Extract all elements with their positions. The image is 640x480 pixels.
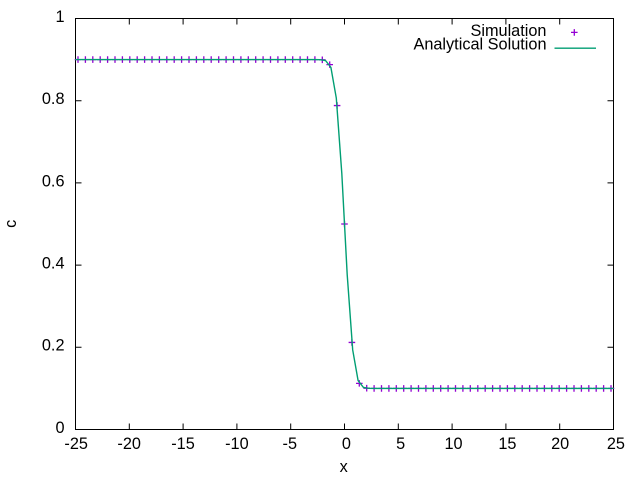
- svg-text:c: c: [2, 220, 20, 228]
- svg-text:15: 15: [498, 435, 516, 453]
- svg-text:-10: -10: [225, 435, 249, 453]
- svg-text:1: 1: [55, 8, 64, 26]
- svg-text:-15: -15: [171, 435, 195, 453]
- svg-text:10: 10: [444, 435, 462, 453]
- svg-text:20: 20: [551, 435, 569, 453]
- svg-text:Simulation: Simulation: [470, 22, 546, 40]
- svg-text:0.4: 0.4: [42, 255, 65, 273]
- svg-text:0.2: 0.2: [42, 337, 65, 355]
- svg-text:0.8: 0.8: [42, 90, 65, 108]
- svg-text:0.6: 0.6: [42, 172, 65, 190]
- svg-text:-25: -25: [64, 435, 88, 453]
- svg-text:Analytical Solution: Analytical Solution: [413, 36, 546, 54]
- svg-text:0: 0: [55, 419, 64, 437]
- svg-text:-5: -5: [283, 435, 297, 453]
- svg-text:0: 0: [342, 435, 351, 453]
- svg-text:25: 25: [607, 435, 625, 453]
- svg-text:5: 5: [396, 435, 405, 453]
- svg-text:x: x: [340, 458, 348, 476]
- svg-text:-20: -20: [117, 435, 141, 453]
